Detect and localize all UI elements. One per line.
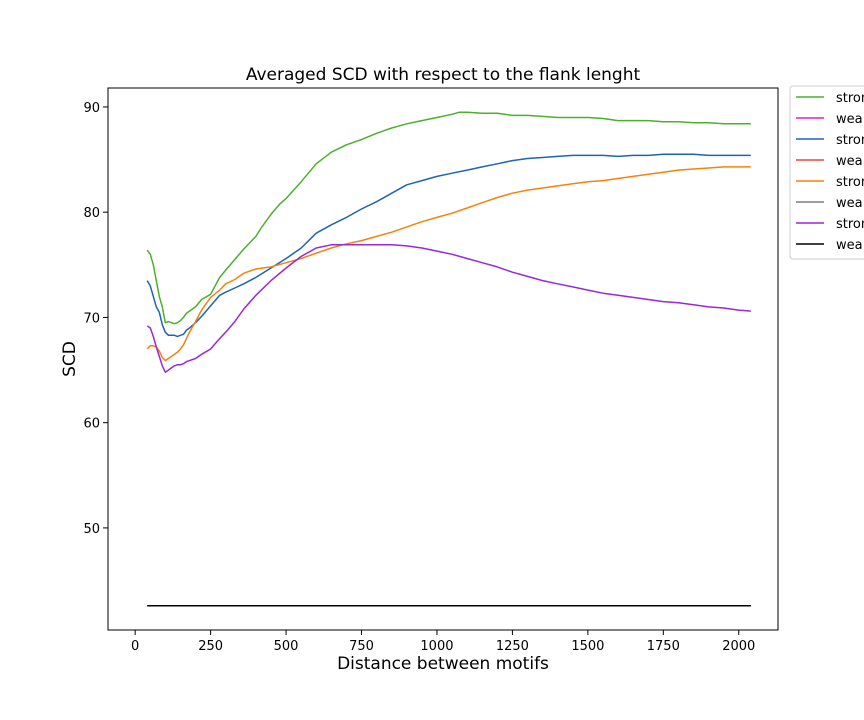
x-tick-label: 500 — [274, 639, 299, 654]
x-tick-label: 1000 — [420, 639, 453, 654]
legend-label-2: wea — [836, 112, 863, 127]
x-axis-label: Distance between motifs — [337, 654, 549, 674]
legend-label-3: stron — [836, 133, 864, 148]
y-tick-label: 50 — [83, 522, 100, 537]
series-line-5 — [146, 166, 751, 362]
legend-label-8: wea — [836, 238, 863, 253]
legend-label-6: wea — [836, 196, 863, 211]
series-line-7 — [146, 244, 751, 373]
x-tick-label: 1250 — [496, 639, 529, 654]
series-line-1 — [146, 111, 751, 325]
x-axis: 0 250 500 750 1000 1250 1500 1750 2000 — [131, 630, 755, 654]
y-tick-label: 90 — [83, 101, 100, 116]
plot-series — [146, 111, 751, 607]
x-tick-label: 1750 — [647, 639, 680, 654]
y-tick-label: 80 — [83, 206, 100, 221]
x-tick-label: 1500 — [571, 639, 604, 654]
legend-label-5: stron — [836, 175, 864, 190]
x-tick-label: 750 — [349, 639, 374, 654]
y-tick-label: 70 — [83, 311, 100, 326]
legend-label-7: stron — [836, 217, 864, 232]
series-line-3 — [146, 153, 751, 338]
y-axis: 50 60 70 80 90 — [83, 101, 108, 537]
x-tick-label: 0 — [131, 639, 139, 654]
legend-label-4: wea — [836, 154, 863, 169]
legend-label-1: stron — [836, 91, 864, 106]
plot-frame — [107, 87, 779, 631]
chart-title: Averaged SCD with respect to the flank l… — [246, 65, 641, 85]
legend: stron wea stron wea stron wea stron wea — [789, 85, 864, 260]
x-tick-label: 2000 — [722, 639, 755, 654]
legend-box — [789, 85, 864, 260]
y-tick-label: 60 — [83, 417, 100, 432]
y-axis-label: SCD — [60, 341, 80, 377]
x-tick-label: 250 — [198, 639, 223, 654]
